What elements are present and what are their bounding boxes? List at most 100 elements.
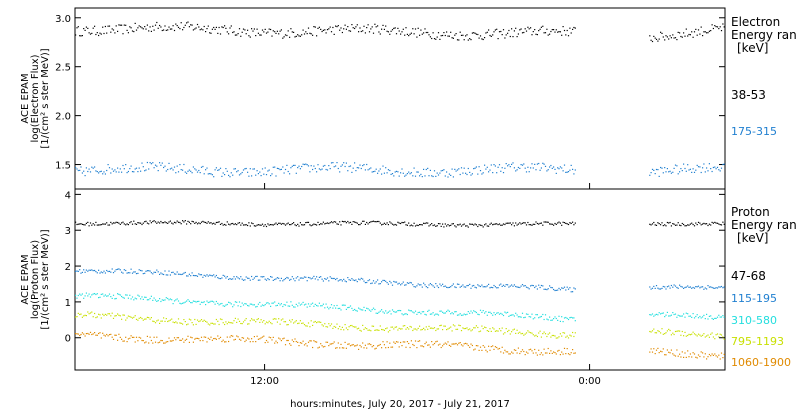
proton-point-47-68	[330, 221, 333, 223]
electron-point-38-53	[238, 28, 241, 30]
proton-point-115-195	[504, 285, 506, 287]
electron-point-175-315	[214, 169, 216, 171]
proton-point-115-195	[286, 276, 288, 279]
electron-point-175-315	[494, 165, 496, 167]
electron-point-175-315	[572, 168, 574, 170]
proton-point-310-580	[703, 314, 705, 316]
proton-point-47-68	[91, 224, 93, 226]
proton-point-1060-1900	[163, 342, 165, 344]
electron-point-38-53	[419, 34, 421, 36]
electron-point-38-53	[310, 33, 312, 35]
proton-point-795-1193	[205, 320, 207, 322]
electron-point-38-53	[719, 26, 721, 28]
proton-point-310-580	[260, 305, 262, 307]
electron-point-38-53	[366, 27, 368, 29]
proton-point-310-580	[481, 311, 483, 313]
electron-point-175-315	[650, 172, 652, 174]
proton-point-47-68	[278, 222, 280, 224]
proton-point-47-68	[508, 222, 510, 224]
proton-point-795-1193	[305, 325, 307, 327]
proton-point-1060-1900	[282, 338, 284, 340]
proton-point-795-1193	[325, 326, 327, 328]
proton-point-1060-1900	[661, 351, 663, 353]
proton-point-310-580	[546, 318, 548, 320]
proton-point-47-68	[349, 221, 352, 223]
proton-point-1060-1900	[685, 356, 687, 358]
electron-point-175-315	[469, 171, 471, 173]
proton-point-47-68	[553, 224, 555, 226]
electron-point-175-315	[236, 171, 238, 173]
electron-point-38-53	[115, 25, 117, 27]
electron-legend-38-53: 38-53	[731, 88, 766, 102]
proton-point-310-580	[452, 313, 454, 315]
proton-point-1060-1900	[252, 341, 254, 343]
electron-point-175-315	[546, 170, 548, 172]
electron-point-38-53	[213, 26, 215, 29]
proton-point-47-68	[138, 222, 140, 224]
proton-point-795-1193	[298, 322, 300, 324]
proton-point-795-1193	[332, 327, 334, 329]
proton-point-115-195	[543, 288, 545, 290]
proton-point-115-195	[723, 286, 725, 288]
proton-point-1060-1900	[337, 342, 339, 344]
proton-point-310-580	[458, 314, 460, 316]
proton-point-47-68	[683, 223, 685, 226]
proton-point-115-195	[75, 270, 77, 272]
proton-point-115-195	[664, 286, 666, 288]
proton-point-47-68	[360, 222, 362, 224]
proton-point-47-68	[336, 223, 338, 225]
proton-point-310-580	[175, 299, 177, 301]
proton-point-795-1193	[324, 323, 326, 325]
proton-point-795-1193	[255, 321, 257, 323]
electron-point-38-53	[337, 25, 339, 27]
proton-point-1060-1900	[91, 333, 93, 336]
electron-point-38-53	[316, 35, 318, 37]
proton-point-115-195	[81, 271, 83, 273]
proton-point-115-195	[186, 275, 188, 277]
electron-point-175-315	[164, 165, 166, 167]
proton-point-1060-1900	[364, 344, 366, 346]
proton-point-310-580	[723, 316, 725, 318]
electron-point-38-53	[649, 35, 651, 37]
proton-point-47-68	[469, 223, 471, 225]
electron-point-38-53	[569, 27, 571, 29]
electron-point-38-53	[417, 27, 419, 29]
proton-point-1060-1900	[391, 346, 394, 348]
proton-point-795-1193	[154, 322, 157, 324]
electron-point-175-315	[511, 163, 513, 165]
electron-point-175-315	[245, 167, 247, 170]
proton-point-1060-1900	[474, 348, 476, 350]
proton-point-1060-1900	[565, 353, 567, 355]
electron-point-175-315	[85, 167, 87, 169]
proton-point-795-1193	[505, 328, 507, 330]
electron-point-175-315	[555, 172, 557, 174]
proton-point-47-68	[494, 223, 496, 225]
proton-point-115-195	[230, 278, 232, 280]
proton-point-1060-1900	[149, 336, 151, 338]
electron-point-175-315	[375, 168, 377, 170]
electron-point-38-53	[658, 38, 660, 40]
proton-point-1060-1900	[301, 342, 303, 344]
electron-point-38-53	[531, 34, 533, 36]
proton-point-47-68	[670, 225, 672, 227]
proton-point-310-580	[519, 316, 521, 318]
proton-point-310-580	[538, 317, 540, 319]
proton-point-310-580	[95, 293, 97, 296]
proton-point-115-195	[710, 286, 712, 288]
proton-point-47-68	[211, 223, 213, 225]
proton-point-1060-1900	[76, 333, 78, 335]
electron-point-38-53	[470, 39, 472, 41]
proton-point-47-68	[290, 224, 292, 226]
proton-point-310-580	[165, 297, 167, 299]
proton-point-47-68	[287, 222, 289, 224]
proton-point-47-68	[275, 222, 277, 224]
electron-point-175-315	[371, 171, 373, 173]
proton-point-310-580	[198, 300, 200, 302]
proton-point-795-1193	[413, 328, 415, 330]
proton-point-47-68	[383, 222, 385, 224]
proton-point-115-195	[695, 286, 697, 288]
proton-point-310-580	[409, 310, 411, 312]
electron-point-175-315	[408, 171, 410, 173]
electron-point-38-53	[517, 33, 519, 35]
electron-point-38-53	[448, 35, 450, 37]
